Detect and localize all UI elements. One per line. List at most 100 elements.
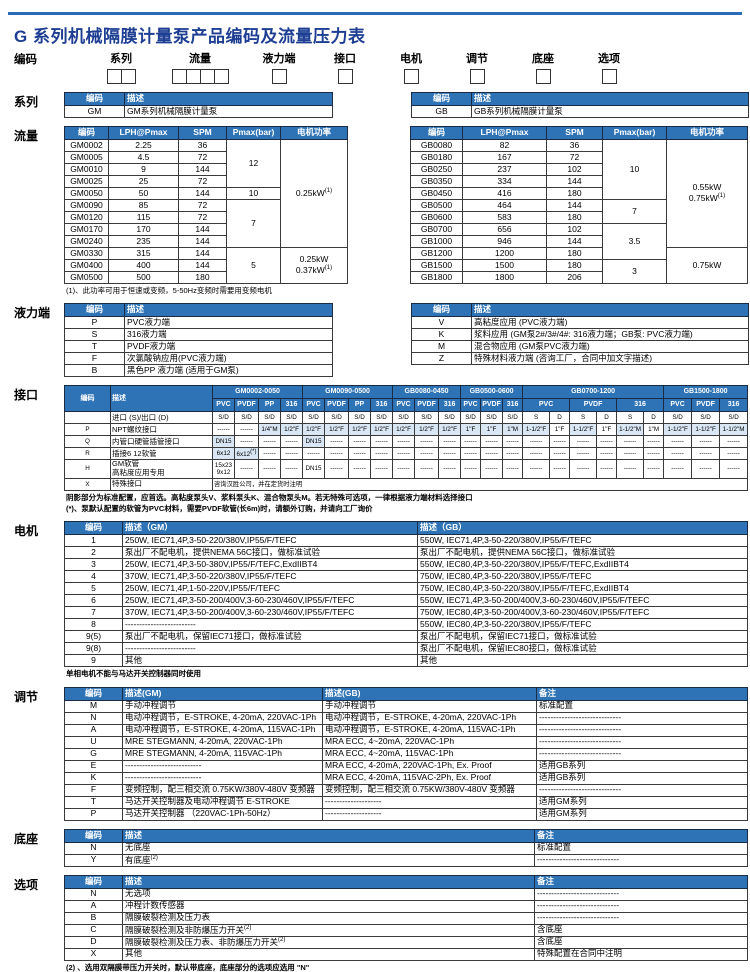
cell: 72 <box>178 175 227 188</box>
cell: M <box>411 340 472 354</box>
cell: 手动冲程调节 <box>322 699 537 713</box>
cell: 36 <box>546 139 603 152</box>
cell: 237 <box>462 163 547 176</box>
cell: NPT螺纹接口 <box>110 423 213 437</box>
series-table-gm: 编码 描述 GM GM系列机械隔膜计量泵 <box>64 92 333 118</box>
cell: 1-1/2"F <box>569 423 598 437</box>
cell: GM0025 <box>64 175 109 188</box>
cell: MRA ECC, 4~20mA, 220VAC-1Ph <box>322 735 537 749</box>
column-header: GB0080-0450 <box>392 385 462 400</box>
code-boxes <box>403 69 419 84</box>
cell: ------ <box>719 435 749 449</box>
cell: 混合物应用 (GM泵PVC液力端) <box>471 340 749 354</box>
cell: S/D <box>302 411 326 425</box>
column-header: 备注 <box>536 686 748 701</box>
cell: 1"F <box>549 423 571 437</box>
column-header: 编码 <box>64 385 111 413</box>
coding-field-底座: 底座 <box>510 50 576 84</box>
column-header: PVC <box>522 398 571 413</box>
column-header: 编码 <box>64 92 125 106</box>
column-header: 备注 <box>534 874 748 889</box>
coding-field-label: 接口 <box>334 53 356 65</box>
cell <box>64 411 111 425</box>
cell: 144 <box>178 223 227 236</box>
cell: ------ <box>414 447 440 461</box>
cell: MRA ECC, 4-20mA, 115VAC-2Ph, Ex. Proof <box>322 771 537 785</box>
cell: PVDF液力端 <box>124 340 333 354</box>
cell: ------ <box>663 459 693 479</box>
column-header: PVDF <box>324 398 350 413</box>
coding-field-调节: 调节 <box>444 50 510 84</box>
flow-table-gb: 编码 LPH@Pmax SPM Pmax(bar) 电机功率 GB0080 82 36 10 0.… <box>410 126 748 284</box>
cell: ------ <box>549 459 571 479</box>
cell: 1/2"F <box>279 423 304 437</box>
cell: 其他 <box>417 654 748 668</box>
cell: ------ <box>719 447 749 461</box>
coding-field-系列: 系列 <box>88 50 154 84</box>
table-row: GB1200 1200 180 0.75kW <box>410 247 748 284</box>
cell: 82 <box>462 139 547 152</box>
coding-field-液力端: 液力端 <box>246 50 312 84</box>
section-interface: 接口 编码 描述 GM0002-0050 GM0090-0500 GB0080-0450… <box>14 385 750 513</box>
cell: 315 <box>108 247 179 260</box>
cell: 0.55kW 0.75kW(1) <box>666 139 748 248</box>
table-row: GM0170 170 144 <box>64 223 348 236</box>
cell: 无选项 <box>122 887 535 901</box>
cell: ------ <box>549 447 571 461</box>
cell: ------ <box>438 459 462 479</box>
cell: 464 <box>462 199 547 212</box>
table-row: GM0005 4.5 72 <box>64 151 348 164</box>
cell: GM0240 <box>64 235 109 248</box>
code-box <box>601 69 617 84</box>
cell: 冲程计数传感器 <box>122 899 535 913</box>
cell: H <box>64 459 111 479</box>
cell: 1/2"F <box>392 423 416 437</box>
column-header: 电机功率 <box>280 126 348 140</box>
table-row: Q 内管口硬管插管接口 DN15 ------ ------ ------ DN15 ----… <box>64 435 749 449</box>
interface-table: 编码 描述 GM0002-0050 GM0090-0500 GB0080-0450 GB0… <box>64 385 750 491</box>
column-header: PVDF <box>234 398 259 413</box>
cell: ------ <box>279 447 304 461</box>
cell: ------ <box>643 447 665 461</box>
cell: 9(8) <box>64 642 123 656</box>
cell: 370W, IEC71,4P,3-50-220/380V,IP55/F/TEFC <box>122 570 418 584</box>
column-header: 描述 <box>122 874 535 889</box>
cell: GM0002 <box>64 139 109 152</box>
cell: 170 <box>108 223 179 236</box>
table: 编码 LPH@Pmax SPM Pmax(bar) 电机功率 GB0080 82 36 10 0.… <box>410 126 748 284</box>
cell: 5 <box>64 582 123 596</box>
table-row: P PVC液力端 <box>64 316 333 330</box>
cell: 6x12(*) <box>234 447 259 461</box>
cell: 7 <box>226 199 281 248</box>
cell: S/D <box>460 411 482 425</box>
section-label-adjustment: 调节 <box>14 689 39 704</box>
table-row: GB0350 334 144 <box>410 175 748 188</box>
column-header: PVDF <box>414 398 440 413</box>
cell: 250W, IEC71,4P,1-50-220V,IP55/F/TEFC <box>122 582 418 596</box>
cell: 316液力端 <box>124 328 333 342</box>
adjustment-table: 编码 描述(GM) 描述(GB) 备注 M 手动冲程调节 手动冲程调节 标准配置 N 电动冲程调节… <box>64 686 750 821</box>
cell: GB0700 <box>410 223 463 236</box>
cell: GB0500 <box>410 199 463 212</box>
cell: 内管口硬管插管接口 <box>110 435 213 449</box>
cell: 0.25kW(1) <box>280 139 348 248</box>
table: 编码 描述（GM） 描述（GB） 1 250W, IEC71,4P,3-50-220/3… <box>64 521 748 668</box>
cell: 102 <box>546 163 603 176</box>
cell: V <box>411 316 472 330</box>
cell: ------ <box>234 435 259 449</box>
column-header: PVDF <box>480 398 504 413</box>
table-row: Y 有底座(2) ----------------------------- <box>64 853 748 867</box>
header-row: 编码 描述 <box>64 92 333 106</box>
table-row: T 马达开关控制器及电动冲程调节 E-STROKE ----------------… <box>64 795 748 809</box>
table-row: G MRE STEGMANN, 4-20mA, 115VAC-1Ph MRA ECC… <box>64 747 748 761</box>
cell: B <box>64 364 125 378</box>
header-row: 编码 描述（GM） 描述（GB） <box>64 521 748 536</box>
section-base: 底座 编码 描述 备注 N 无底座 标准配置 Y 有底座(2) ----------------… <box>14 828 750 867</box>
cell: S <box>569 411 598 425</box>
table-row: 8 ------------------------- 550W, IEC80,4P… <box>64 618 748 632</box>
table-row: E --------------------------- MRA ECC, 4-2… <box>64 759 748 773</box>
cell: 1200 <box>462 247 547 260</box>
cell: GM0170 <box>64 223 109 236</box>
cell: 550W, IEC71,4P,3-50-220/380V,IP55/F/TEFC <box>417 534 748 548</box>
cell: 750W, IEC80,4P,3-50-220/380V,IP55/F/TEFC… <box>417 582 748 596</box>
